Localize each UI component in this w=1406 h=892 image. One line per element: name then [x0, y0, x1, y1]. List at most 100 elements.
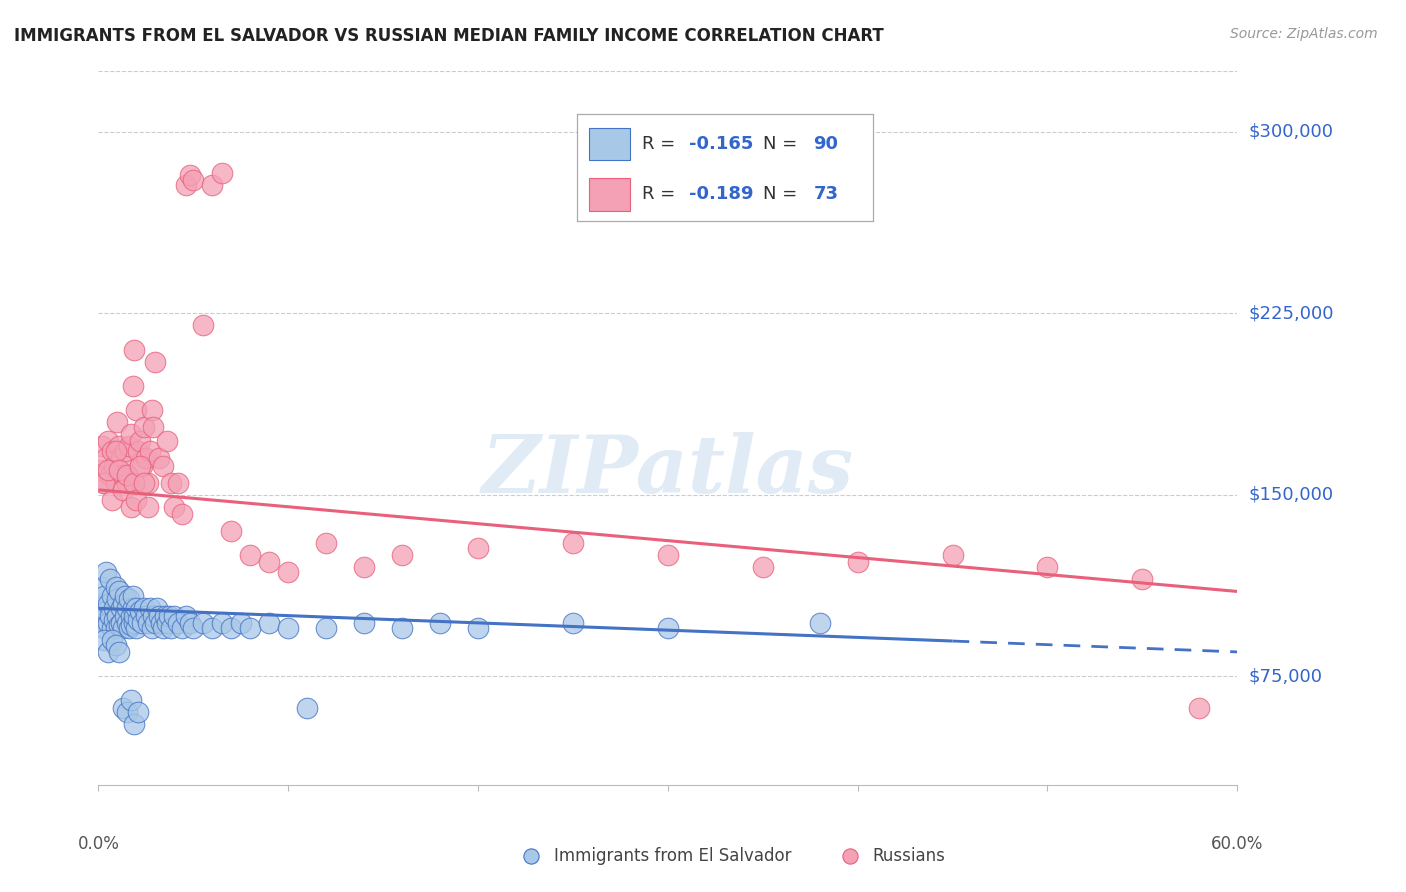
Point [112, 468, 135, 483]
Point [1132, 572, 1154, 586]
Point [104, 638, 127, 652]
Point [91, 580, 114, 594]
Point [167, 475, 190, 490]
Point [156, 434, 179, 449]
Point [157, 608, 180, 623]
Point [657, 621, 679, 635]
Point [93, 475, 115, 490]
Point [174, 178, 197, 192]
Point [120, 500, 142, 514]
Point [562, 615, 585, 630]
Point [100, 621, 122, 635]
Point [124, 343, 146, 357]
Point [110, 451, 132, 466]
Point [114, 589, 136, 603]
Point [136, 475, 159, 490]
Point [103, 601, 125, 615]
Text: $225,000: $225,000 [1249, 304, 1334, 322]
Point [94, 451, 117, 466]
Point [163, 500, 186, 514]
Text: $75,000: $75,000 [1249, 667, 1323, 685]
Point [942, 548, 965, 562]
Point [808, 615, 831, 630]
Point [100, 492, 122, 507]
Point [114, 608, 136, 623]
Point [125, 403, 148, 417]
Point [131, 458, 153, 473]
Point [115, 468, 138, 483]
Point [108, 618, 131, 632]
Point [97, 434, 120, 449]
Point [120, 608, 142, 623]
Point [1188, 700, 1211, 714]
Point [135, 451, 157, 466]
Point [107, 608, 129, 623]
Point [148, 451, 170, 466]
Point [89, 463, 111, 477]
Point [108, 439, 131, 453]
Point [167, 615, 190, 630]
Point [297, 700, 319, 714]
Point [159, 475, 181, 490]
Point [132, 420, 155, 434]
Point [107, 591, 129, 606]
Point [124, 615, 146, 630]
Point [100, 444, 122, 458]
Point [118, 591, 141, 606]
Point [121, 589, 143, 603]
Point [179, 169, 201, 183]
Point [467, 541, 489, 555]
Text: ZIPatlas: ZIPatlas [482, 433, 853, 509]
Point [142, 608, 165, 623]
Point [277, 565, 299, 579]
Point [103, 458, 125, 473]
Point [846, 556, 869, 570]
Point [136, 500, 159, 514]
Point [315, 621, 337, 635]
Point [104, 621, 127, 635]
Point [156, 615, 179, 630]
Text: $300,000: $300,000 [1249, 123, 1333, 141]
Point [107, 415, 129, 429]
Text: 0.0%: 0.0% [77, 835, 120, 853]
Point [118, 621, 141, 635]
Point [201, 621, 224, 635]
Point [112, 700, 135, 714]
Point [115, 706, 138, 720]
Point [93, 621, 115, 635]
Point [174, 608, 197, 623]
Point [125, 492, 148, 507]
Point [277, 621, 299, 635]
Point [98, 608, 121, 623]
Point [127, 444, 149, 458]
Point [1036, 560, 1059, 574]
Point [94, 565, 117, 579]
Point [103, 614, 125, 628]
Point [100, 632, 122, 647]
Point [91, 614, 114, 628]
Point [98, 572, 121, 586]
Point [259, 556, 281, 570]
Point [183, 621, 205, 635]
Point [112, 597, 135, 611]
Point [183, 173, 205, 187]
Point [315, 536, 337, 550]
Point [163, 608, 186, 623]
Point [221, 524, 243, 538]
Point [112, 483, 135, 497]
Point [120, 427, 142, 442]
Point [112, 621, 135, 635]
Point [657, 548, 679, 562]
Text: $150,000: $150,000 [1249, 485, 1333, 504]
Point [120, 618, 142, 632]
Point [93, 475, 115, 490]
Point [141, 403, 163, 417]
Point [129, 434, 152, 449]
Point [131, 615, 153, 630]
Point [752, 560, 775, 574]
Point [124, 608, 146, 623]
Point [97, 463, 120, 477]
Point [97, 615, 120, 630]
Point [191, 615, 214, 630]
Point [124, 717, 146, 731]
